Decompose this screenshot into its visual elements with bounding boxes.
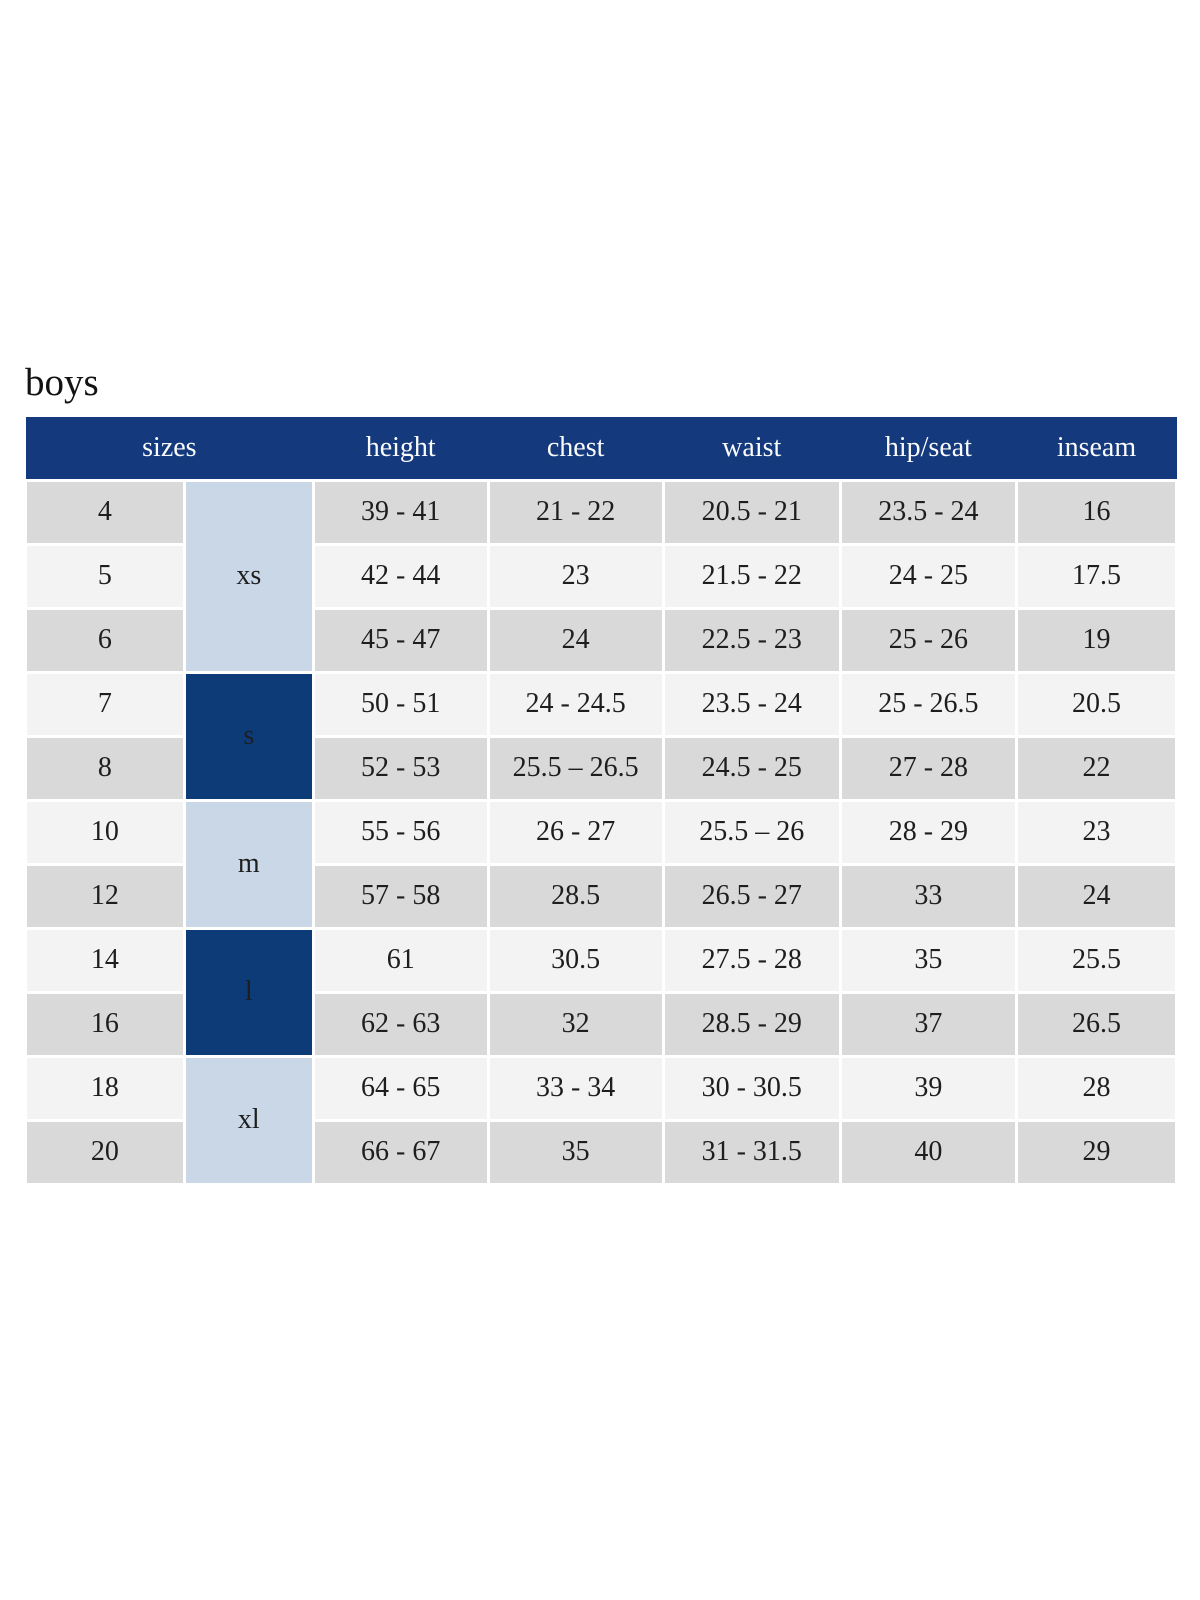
height-cell: 50 - 51 (311, 670, 490, 738)
hip-seat-cell: 23.5 - 24 (838, 478, 1018, 546)
header-waist: waist (663, 417, 841, 480)
hip-seat-cell: 24 - 25 (838, 542, 1018, 610)
header-row: sizes height chest waist hip/seat inseam (25, 417, 1177, 480)
size-cell: 8 (24, 734, 186, 802)
inseam-cell: 23 (1014, 798, 1179, 866)
waist-cell: 27.5 - 28 (661, 926, 842, 994)
header-inseam: inseam (1016, 417, 1177, 480)
hip-seat-cell: 27 - 28 (838, 734, 1018, 802)
waist-cell: 21.5 - 22 (661, 542, 842, 610)
hip-seat-cell: 39 (838, 1054, 1018, 1122)
chest-cell: 24 - 24.5 (486, 670, 665, 738)
table-row-size-16: 16 62 - 63 32 28.5 - 29 37 26.5 (24, 990, 1179, 1058)
hip-seat-cell: 35 (838, 926, 1018, 994)
height-cell: 62 - 63 (311, 990, 490, 1058)
table-row-size-5: 5 42 - 44 23 21.5 - 22 24 - 25 17.5 (24, 542, 1179, 610)
height-cell: 39 - 41 (311, 478, 490, 546)
size-cell: 7 (24, 670, 186, 738)
table-row-size-8: 8 52 - 53 25.5 – 26.5 24.5 - 25 27 - 28 … (24, 734, 1179, 802)
hip-seat-cell: 28 - 29 (838, 798, 1018, 866)
height-cell: 66 - 67 (311, 1118, 490, 1186)
chest-cell: 33 - 34 (486, 1054, 665, 1122)
size-cell: 6 (24, 606, 186, 674)
table-row-size-14: 14 l 61 30.5 27.5 - 28 35 25.5 (24, 926, 1179, 1058)
size-cell: 12 (24, 862, 186, 930)
waist-cell: 30 - 30.5 (661, 1054, 842, 1122)
height-cell: 57 - 58 (311, 862, 490, 930)
size-cell: 10 (24, 798, 186, 866)
inseam-cell: 17.5 (1014, 542, 1179, 610)
hip-seat-cell: 37 (838, 990, 1018, 1058)
page-title: boys (25, 361, 99, 404)
chest-cell: 35 (486, 1118, 665, 1186)
size-cell: 4 (24, 478, 186, 546)
inseam-cell: 28 (1014, 1054, 1179, 1122)
waist-cell: 22.5 - 23 (661, 606, 842, 674)
table-row-size-4: 4 xs 39 - 41 21 - 22 20.5 - 21 23.5 - 24… (24, 478, 1179, 674)
table-row-size-12: 12 57 - 58 28.5 26.5 - 27 33 24 (24, 862, 1179, 930)
size-cell: 14 (24, 926, 186, 994)
header-sizes: sizes (25, 417, 314, 480)
chest-cell: 24 (486, 606, 665, 674)
height-cell: 61 (311, 926, 490, 994)
group-cell-l: l (182, 926, 315, 1058)
table-row-size-20: 20 66 - 67 35 31 - 31.5 40 29 (24, 1118, 1179, 1186)
height-cell: 64 - 65 (311, 1054, 490, 1122)
chest-cell: 28.5 (486, 862, 665, 930)
size-cell: 5 (24, 542, 186, 610)
hip-seat-cell: 25 - 26 (838, 606, 1018, 674)
size-cell: 20 (24, 1118, 186, 1186)
inseam-cell: 25.5 (1014, 926, 1179, 994)
chest-cell: 32 (486, 990, 665, 1058)
table-row-size-18: 18 xl 64 - 65 33 - 34 30 - 30.5 39 28 (24, 1054, 1179, 1186)
chest-cell: 23 (486, 542, 665, 610)
inseam-cell: 16 (1014, 478, 1179, 546)
group-cell-m: m (182, 798, 315, 930)
height-cell: 55 - 56 (311, 798, 490, 866)
waist-cell: 24.5 - 25 (661, 734, 842, 802)
hip-seat-cell: 33 (838, 862, 1018, 930)
header-chest: chest (488, 417, 664, 480)
height-cell: 45 - 47 (311, 606, 490, 674)
header-hip-seat: hip/seat (840, 417, 1017, 480)
waist-cell: 25.5 – 26 (661, 798, 842, 866)
inseam-cell: 26.5 (1014, 990, 1179, 1058)
waist-cell: 20.5 - 21 (661, 478, 842, 546)
height-cell: 42 - 44 (311, 542, 490, 610)
hip-seat-cell: 40 (838, 1118, 1018, 1186)
hip-seat-cell: 25 - 26.5 (838, 670, 1018, 738)
header-height: height (313, 417, 489, 480)
waist-cell: 28.5 - 29 (661, 990, 842, 1058)
inseam-cell: 29 (1014, 1118, 1179, 1186)
group-cell-xl: xl (182, 1054, 315, 1186)
table-row-size-6: 6 45 - 47 24 22.5 - 23 25 - 26 19 (24, 606, 1179, 674)
waist-cell: 26.5 - 27 (661, 862, 842, 930)
inseam-cell: 24 (1014, 862, 1179, 930)
table-row-size-7: 7 s 50 - 51 24 - 24.5 23.5 - 24 25 - 26.… (24, 670, 1179, 802)
chest-cell: 26 - 27 (486, 798, 665, 866)
inseam-cell: 22 (1014, 734, 1179, 802)
size-cell: 16 (24, 990, 186, 1058)
height-cell: 52 - 53 (311, 734, 490, 802)
group-cell-s: s (182, 670, 315, 802)
boys-size-chart-table: sizes height chest waist hip/seat inseam… (24, 417, 1179, 1186)
group-cell-xs: xs (182, 478, 315, 674)
inseam-cell: 20.5 (1014, 670, 1179, 738)
waist-cell: 31 - 31.5 (661, 1118, 842, 1186)
table-row-size-10: 10 m 55 - 56 26 - 27 25.5 – 26 28 - 29 2… (24, 798, 1179, 930)
inseam-cell: 19 (1014, 606, 1179, 674)
chest-cell: 25.5 – 26.5 (486, 734, 665, 802)
chest-cell: 21 - 22 (486, 478, 665, 546)
size-cell: 18 (24, 1054, 186, 1122)
chest-cell: 30.5 (486, 926, 665, 994)
waist-cell: 23.5 - 24 (661, 670, 842, 738)
